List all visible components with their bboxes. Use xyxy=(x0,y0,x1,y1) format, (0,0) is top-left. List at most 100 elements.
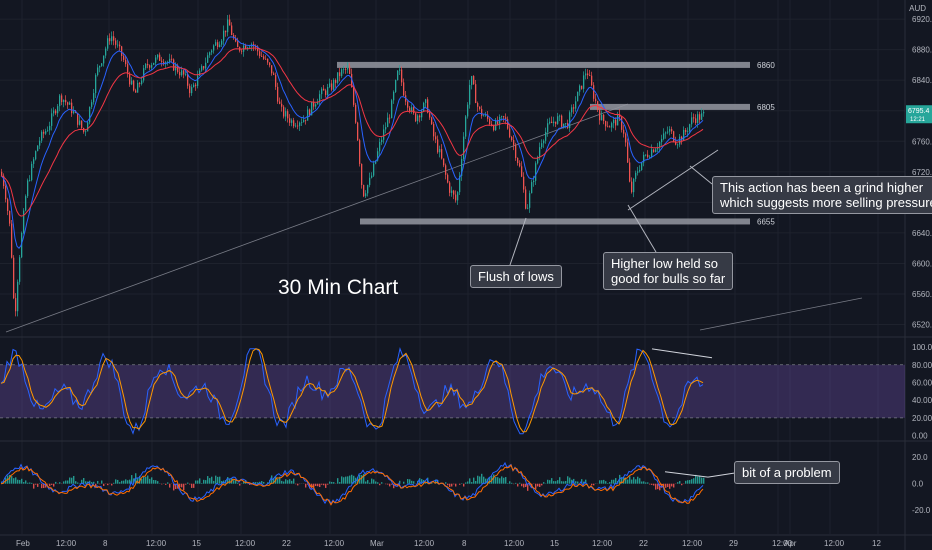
macd-histogram-bar xyxy=(51,483,53,485)
macd-histogram-bar xyxy=(139,475,141,484)
candle-body xyxy=(327,86,329,95)
macd-histogram-bar xyxy=(393,483,395,489)
candle-body xyxy=(517,157,519,164)
x-tick-label: 12:00 xyxy=(824,539,845,548)
macd-histogram-bar xyxy=(125,479,127,484)
candle-body xyxy=(589,75,591,76)
annotation-flush-of-lows: Flush of lows xyxy=(470,265,562,288)
candle-body xyxy=(57,106,59,114)
candle-body xyxy=(177,65,179,73)
macd-histogram-bar xyxy=(413,481,415,484)
candle-body xyxy=(681,136,683,141)
macd-histogram-bar xyxy=(211,476,213,484)
candle-body xyxy=(455,194,457,201)
macd-histogram-bar xyxy=(249,483,251,485)
candle-body xyxy=(641,162,643,171)
candle-body xyxy=(615,119,617,126)
macd-histogram-bar xyxy=(371,478,373,484)
candle-body xyxy=(553,121,555,124)
candle-body xyxy=(241,50,243,52)
macd-histogram-bar xyxy=(69,477,71,484)
candle-body xyxy=(477,103,479,107)
macd-histogram-bar xyxy=(459,483,461,485)
macd-histogram-bar xyxy=(373,479,375,484)
macd-histogram-bar xyxy=(147,475,149,484)
macd-histogram-bar xyxy=(197,480,199,484)
candle-body xyxy=(205,62,207,69)
trendline-grind xyxy=(627,149,719,211)
candle-body xyxy=(9,210,11,224)
candle-body xyxy=(323,88,325,91)
macd-histogram-bar xyxy=(385,483,387,485)
candle-body xyxy=(101,63,103,66)
macd-histogram-bar xyxy=(453,483,455,485)
candle-body xyxy=(219,44,221,47)
candle-body xyxy=(419,115,421,118)
candle-body xyxy=(661,138,663,143)
macd-histogram-bar xyxy=(111,483,113,486)
macd-histogram-bar xyxy=(389,483,391,487)
x-tick-label: 12:00 xyxy=(235,539,256,548)
candle-body xyxy=(299,122,301,126)
x-tick-label: Apr xyxy=(784,539,797,548)
candle-body xyxy=(683,129,685,141)
candle-body xyxy=(629,162,631,182)
macd-histogram-bar xyxy=(337,478,339,484)
candle-body xyxy=(431,117,433,125)
macd-histogram-bar xyxy=(207,476,209,484)
macd-histogram-bar xyxy=(557,480,559,484)
candle-body xyxy=(197,75,199,86)
macd-histogram-bar xyxy=(71,477,73,484)
candle-body xyxy=(359,140,361,164)
macd-histogram-bar xyxy=(133,478,135,484)
candle-body xyxy=(107,38,109,49)
candle-body xyxy=(301,122,303,123)
macd-histogram-bar xyxy=(291,480,293,484)
macd-histogram-bar xyxy=(317,483,319,487)
macd-histogram-bar xyxy=(215,475,217,484)
x-tick-label: 12:00 xyxy=(504,539,525,548)
candle-body xyxy=(701,113,703,120)
level-label-6860: 6860 xyxy=(757,61,775,70)
macd-histogram-bar xyxy=(83,478,85,484)
candle-body xyxy=(233,34,235,39)
candle-body xyxy=(593,85,595,99)
macd-histogram-bar xyxy=(123,480,125,484)
candle-body xyxy=(59,95,61,107)
candle-body xyxy=(599,109,601,121)
candle-body xyxy=(415,113,417,122)
candle-body xyxy=(635,172,637,179)
macd-histogram-bar xyxy=(129,479,131,484)
candle-body xyxy=(47,130,49,132)
candle-body xyxy=(401,69,403,83)
macd-histogram-bar xyxy=(29,482,31,484)
macd-histogram-bar xyxy=(235,480,237,484)
macd-histogram-bar xyxy=(81,479,83,484)
candle-body xyxy=(393,91,395,101)
candle-body xyxy=(215,42,217,46)
candle-body xyxy=(331,83,333,90)
macd-histogram-bar xyxy=(607,483,609,484)
candle-body xyxy=(79,120,81,125)
candle-body xyxy=(137,82,139,93)
level-band-6805 xyxy=(590,103,750,110)
pointer-problem xyxy=(707,472,735,478)
macd-histogram-bar xyxy=(585,479,587,484)
macd-histogram-bar xyxy=(663,483,665,487)
macd-histogram-bar xyxy=(333,482,335,484)
macd-histogram-bar xyxy=(117,479,119,484)
candle-body xyxy=(203,66,205,69)
candle-body xyxy=(437,139,439,153)
candle-body xyxy=(497,120,499,124)
macd-histogram-bar xyxy=(17,479,19,484)
macd-histogram-bar xyxy=(93,481,95,484)
macd-histogram-bar xyxy=(273,477,275,484)
ema-fast-line xyxy=(0,36,704,249)
x-tick-label: Feb xyxy=(16,539,30,548)
macd-histogram-bar xyxy=(509,481,511,484)
candle-body xyxy=(653,149,655,153)
macd-histogram-bar xyxy=(549,480,551,484)
candle-body xyxy=(353,87,355,105)
candle-body xyxy=(559,115,561,117)
macd-histogram-bar xyxy=(693,478,695,484)
